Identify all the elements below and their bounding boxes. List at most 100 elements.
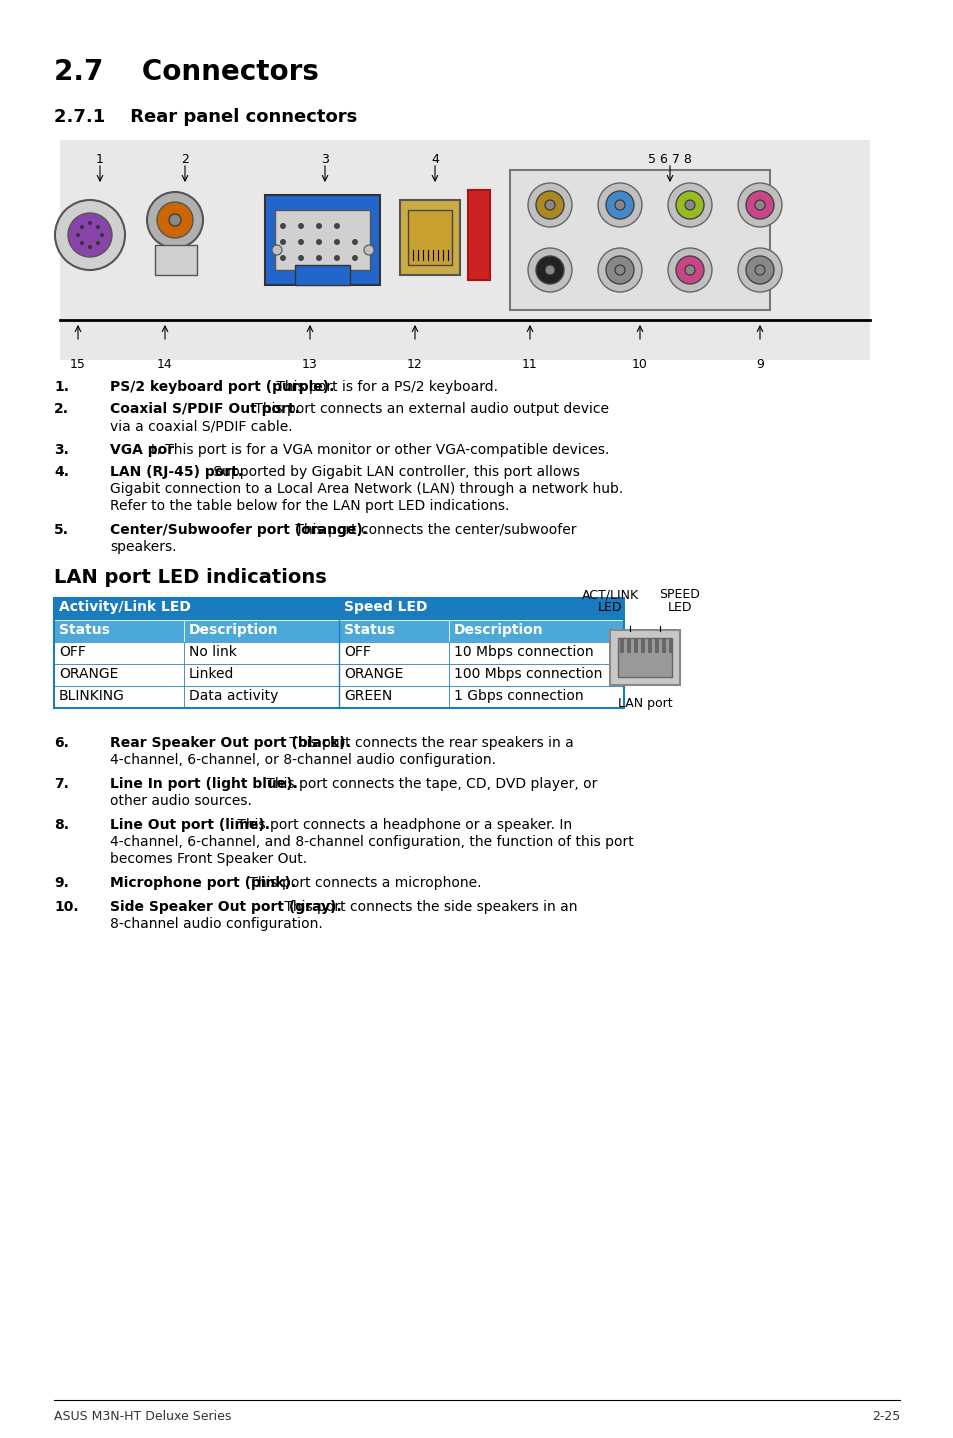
Text: Center/Subwoofer port (orange).: Center/Subwoofer port (orange). xyxy=(110,523,368,536)
Circle shape xyxy=(745,256,773,283)
Circle shape xyxy=(676,256,703,283)
Text: 15: 15 xyxy=(70,358,86,371)
Text: 2-25: 2-25 xyxy=(871,1411,899,1424)
Text: 2: 2 xyxy=(181,152,189,165)
Circle shape xyxy=(80,242,84,244)
Circle shape xyxy=(147,193,203,247)
Circle shape xyxy=(364,244,374,255)
Circle shape xyxy=(754,200,764,210)
Circle shape xyxy=(272,244,282,255)
Text: SPEED: SPEED xyxy=(659,588,700,601)
Bar xyxy=(449,686,623,707)
Text: This port is for a PS/2 keyboard.: This port is for a PS/2 keyboard. xyxy=(273,380,497,394)
Text: 2.7.1    Rear panel connectors: 2.7.1 Rear panel connectors xyxy=(54,108,356,127)
Text: 7.: 7. xyxy=(54,777,69,791)
Text: 4.: 4. xyxy=(54,464,69,479)
Text: Supported by Gigabit LAN controller, this port allows: Supported by Gigabit LAN controller, thi… xyxy=(210,464,579,479)
Bar xyxy=(449,664,623,686)
Circle shape xyxy=(527,183,572,227)
Circle shape xyxy=(297,223,304,229)
Circle shape xyxy=(738,247,781,292)
Text: t. This port is for a VGA monitor or other VGA-compatible devices.: t. This port is for a VGA monitor or oth… xyxy=(152,443,609,457)
Text: ORANGE: ORANGE xyxy=(344,667,403,682)
Bar xyxy=(54,620,184,641)
Circle shape xyxy=(297,239,304,244)
Bar xyxy=(399,200,459,275)
Circle shape xyxy=(598,247,641,292)
Bar xyxy=(184,641,338,664)
Text: ACT/LINK: ACT/LINK xyxy=(580,588,638,601)
Text: 8.: 8. xyxy=(54,818,69,833)
Bar xyxy=(661,638,665,653)
Bar xyxy=(626,638,630,653)
Circle shape xyxy=(667,247,711,292)
Circle shape xyxy=(605,256,634,283)
Text: Status: Status xyxy=(344,623,395,637)
Bar xyxy=(338,620,449,641)
Text: Refer to the table below for the LAN port LED indications.: Refer to the table below for the LAN por… xyxy=(110,499,509,513)
Text: Rear Speaker Out port (black).: Rear Speaker Out port (black). xyxy=(110,736,351,751)
Circle shape xyxy=(315,223,322,229)
Circle shape xyxy=(334,239,339,244)
Text: OFF: OFF xyxy=(344,646,371,659)
Text: via a coaxial S/PDIF cable.: via a coaxial S/PDIF cable. xyxy=(110,418,293,433)
Bar xyxy=(338,664,449,686)
Text: This port connects the center/subwoofer: This port connects the center/subwoofer xyxy=(291,523,577,536)
Text: This port connects the tape, CD, DVD player, or: This port connects the tape, CD, DVD pla… xyxy=(262,777,597,791)
Bar xyxy=(54,598,623,707)
Text: 6.: 6. xyxy=(54,736,69,751)
Text: This port connects the rear speakers in a: This port connects the rear speakers in … xyxy=(285,736,574,751)
Circle shape xyxy=(745,191,773,219)
Circle shape xyxy=(88,221,91,224)
Text: LED: LED xyxy=(667,601,692,614)
Bar xyxy=(640,638,644,653)
Circle shape xyxy=(544,200,555,210)
Circle shape xyxy=(615,265,624,275)
Bar xyxy=(154,244,196,275)
Circle shape xyxy=(544,265,555,275)
Text: BLINKING: BLINKING xyxy=(59,689,125,703)
Text: 2.: 2. xyxy=(54,403,69,416)
Bar xyxy=(274,210,370,270)
Text: OFF: OFF xyxy=(59,646,86,659)
Bar xyxy=(184,686,338,707)
Text: 14: 14 xyxy=(157,358,172,371)
Circle shape xyxy=(334,255,339,262)
Circle shape xyxy=(598,183,641,227)
Bar xyxy=(294,265,350,285)
Text: This port connects an external audio output device: This port connects an external audio out… xyxy=(250,403,609,416)
Text: 4-channel, 6-channel, and 8-channel configuration, the function of this port: 4-channel, 6-channel, and 8-channel conf… xyxy=(110,835,633,848)
Bar xyxy=(655,638,659,653)
Circle shape xyxy=(615,200,624,210)
Bar xyxy=(338,641,449,664)
Text: 1.: 1. xyxy=(54,380,69,394)
Text: LAN port LED indications: LAN port LED indications xyxy=(54,568,327,587)
Text: Description: Description xyxy=(189,623,278,637)
Circle shape xyxy=(676,191,703,219)
Circle shape xyxy=(684,265,695,275)
Text: 11: 11 xyxy=(521,358,537,371)
Circle shape xyxy=(280,255,286,262)
Text: Speed LED: Speed LED xyxy=(344,600,427,614)
Text: becomes Front Speaker Out.: becomes Front Speaker Out. xyxy=(110,851,307,866)
Text: VGA por: VGA por xyxy=(110,443,174,457)
Circle shape xyxy=(157,201,193,239)
Circle shape xyxy=(80,224,84,229)
Text: 1: 1 xyxy=(96,152,104,165)
Bar xyxy=(338,598,623,620)
Bar xyxy=(647,638,651,653)
Circle shape xyxy=(352,239,357,244)
Text: speakers.: speakers. xyxy=(110,541,176,554)
Text: Data activity: Data activity xyxy=(189,689,278,703)
Bar xyxy=(618,638,671,677)
Bar xyxy=(449,620,623,641)
Circle shape xyxy=(536,256,563,283)
Bar xyxy=(54,598,338,620)
Circle shape xyxy=(667,183,711,227)
Bar xyxy=(668,638,672,653)
Bar xyxy=(184,620,338,641)
Bar xyxy=(54,686,184,707)
Circle shape xyxy=(315,239,322,244)
Bar xyxy=(408,210,452,265)
Text: 3: 3 xyxy=(321,152,329,165)
